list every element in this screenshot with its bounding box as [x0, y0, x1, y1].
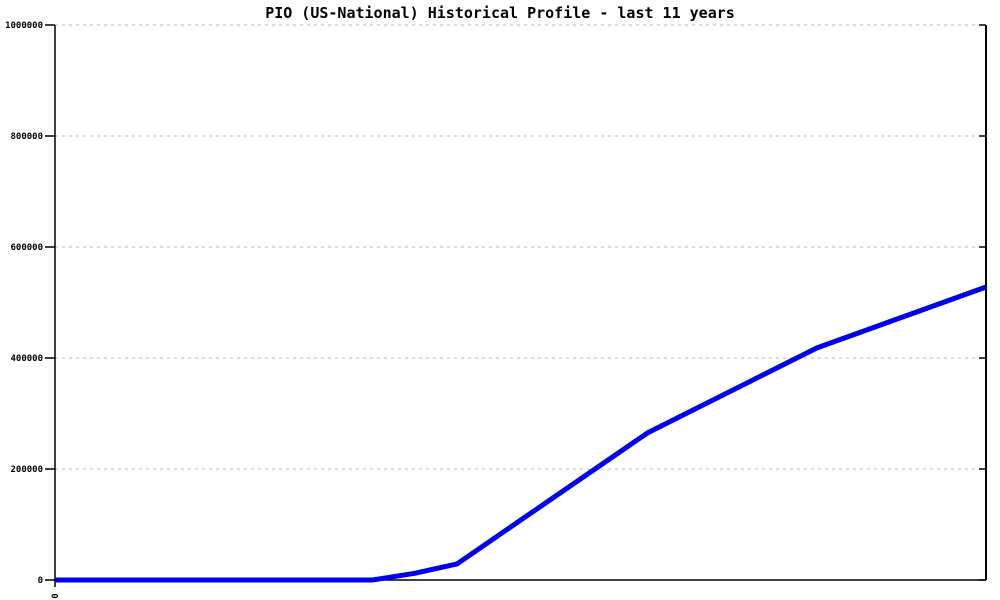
y-tick-label: 800000: [10, 132, 43, 142]
y-tick-label: 400000: [10, 354, 43, 364]
y-tick-label: 600000: [10, 243, 43, 253]
y-tick-label: 200000: [10, 465, 43, 475]
data-line-series: [55, 284, 987, 583]
y-tick-label: 0: [38, 576, 43, 586]
chart-title: PIO (US-National) Historical Profile - l…: [265, 4, 735, 22]
x-tick-label: 0: [51, 593, 61, 598]
y-tick-label: 1000000: [5, 21, 43, 31]
